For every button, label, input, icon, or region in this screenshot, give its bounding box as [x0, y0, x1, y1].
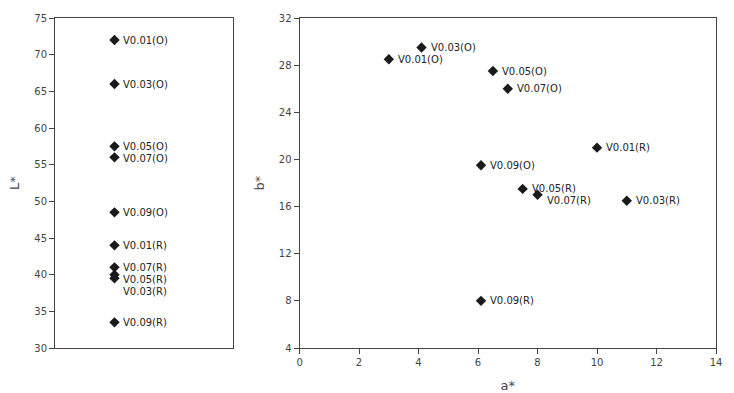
svg-text:45: 45: [34, 233, 47, 244]
svg-text:V0.07(R): V0.07(R): [123, 262, 167, 273]
svg-text:V0.05(O): V0.05(O): [123, 141, 168, 152]
svg-text:V0.03(O): V0.03(O): [123, 79, 168, 90]
svg-text:a*: a*: [501, 378, 516, 393]
svg-text:32: 32: [279, 13, 292, 24]
svg-text:V0.01(O): V0.01(O): [398, 54, 443, 65]
svg-text:12: 12: [650, 357, 663, 368]
svg-text:4: 4: [285, 343, 291, 354]
svg-text:V0.07(R): V0.07(R): [547, 195, 591, 206]
svg-text:14: 14: [710, 357, 723, 368]
svg-text:0: 0: [296, 357, 302, 368]
svg-text:V0.05(O): V0.05(O): [502, 66, 547, 77]
svg-text:8: 8: [534, 357, 540, 368]
svg-text:V0.09(O): V0.09(O): [123, 207, 168, 218]
svg-text:2: 2: [356, 357, 362, 368]
svg-text:V0.09(R): V0.09(R): [490, 295, 534, 306]
svg-text:20: 20: [279, 154, 292, 165]
svg-text:V0.09(R): V0.09(R): [123, 317, 167, 328]
svg-text:V0.01(R): V0.01(R): [123, 240, 167, 251]
svg-text:12: 12: [279, 248, 292, 259]
svg-text:V0.09(O): V0.09(O): [490, 160, 535, 171]
svg-text:70: 70: [34, 49, 47, 60]
svg-text:8: 8: [285, 295, 291, 306]
svg-text:V0.05(R): V0.05(R): [532, 183, 576, 194]
svg-text:L*: L*: [7, 176, 22, 190]
svg-text:28: 28: [279, 60, 292, 71]
svg-text:b*: b*: [252, 175, 267, 190]
svg-text:V0.03(O): V0.03(O): [431, 42, 476, 53]
svg-text:35: 35: [34, 306, 47, 317]
svg-text:V0.07(O): V0.07(O): [517, 83, 562, 94]
svg-text:50: 50: [34, 196, 47, 207]
svg-text:30: 30: [34, 343, 47, 354]
svg-text:6: 6: [475, 357, 481, 368]
svg-text:40: 40: [34, 269, 47, 280]
svg-text:V0.07(O): V0.07(O): [123, 153, 168, 164]
svg-text:65: 65: [34, 86, 47, 97]
svg-text:55: 55: [34, 159, 47, 170]
svg-text:75: 75: [34, 13, 47, 24]
svg-text:V0.01(R): V0.01(R): [606, 142, 650, 153]
svg-text:60: 60: [34, 123, 47, 134]
svg-text:V0.01(O): V0.01(O): [123, 35, 168, 46]
svg-text:24: 24: [279, 107, 292, 118]
svg-text:16: 16: [279, 201, 292, 212]
svg-text:10: 10: [591, 357, 604, 368]
svg-text:V0.03(R): V0.03(R): [123, 286, 167, 297]
svg-text:V0.03(R): V0.03(R): [636, 195, 680, 206]
svg-text:V0.05(R): V0.05(R): [123, 274, 167, 285]
svg-text:4: 4: [415, 357, 421, 368]
